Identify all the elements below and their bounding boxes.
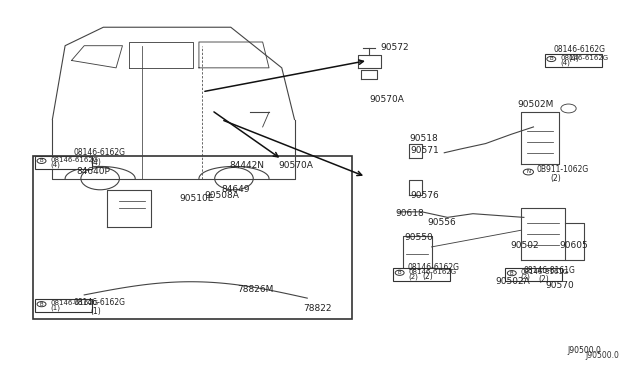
Text: 90570: 90570 — [545, 281, 573, 290]
Text: 90576: 90576 — [410, 191, 439, 200]
Text: 90618: 90618 — [395, 209, 424, 218]
Text: 90605: 90605 — [559, 241, 588, 250]
Text: B: B — [40, 158, 44, 163]
Text: (4): (4) — [51, 161, 60, 168]
Text: 84649: 84649 — [221, 185, 250, 194]
Text: 84640P: 84640P — [77, 167, 111, 176]
Text: 90518: 90518 — [409, 134, 438, 142]
Text: 08146-6162G: 08146-6162G — [408, 263, 460, 272]
Text: 90570A: 90570A — [370, 95, 404, 104]
Text: 08146-8161G: 08146-8161G — [524, 266, 576, 275]
Text: 78826M: 78826M — [237, 285, 273, 294]
Text: 90556: 90556 — [427, 218, 456, 227]
Text: 08146-6162G: 08146-6162G — [408, 269, 457, 275]
Text: (2): (2) — [422, 272, 433, 281]
Text: 08146-6162G: 08146-6162G — [51, 300, 99, 306]
Text: B: B — [550, 57, 553, 61]
Text: B: B — [398, 270, 401, 275]
Text: 08146-6162G: 08146-6162G — [560, 55, 609, 61]
Text: 90572: 90572 — [381, 43, 409, 52]
Text: 08146-6162G: 08146-6162G — [74, 298, 125, 307]
Text: (2): (2) — [550, 174, 561, 183]
Text: 08146-6162G: 08146-6162G — [554, 45, 606, 54]
Text: N: N — [526, 170, 531, 174]
Text: 90570A: 90570A — [278, 161, 314, 170]
Text: 08146-6162G: 08146-6162G — [51, 157, 99, 163]
Text: 08146-8161G: 08146-8161G — [521, 269, 569, 275]
FancyBboxPatch shape — [33, 157, 352, 319]
Text: (4): (4) — [91, 157, 102, 167]
FancyBboxPatch shape — [394, 267, 450, 281]
Text: (4): (4) — [560, 60, 570, 66]
Text: B: B — [40, 302, 44, 307]
Text: 0B911-1062G: 0B911-1062G — [537, 165, 589, 174]
Text: 78822: 78822 — [303, 304, 332, 313]
Text: (1): (1) — [51, 305, 60, 311]
Text: J90500.0: J90500.0 — [567, 346, 601, 355]
Text: 08146-6162G: 08146-6162G — [74, 148, 125, 157]
Text: 90571: 90571 — [410, 147, 439, 155]
Text: J90500.0: J90500.0 — [586, 350, 620, 359]
Text: 84442N: 84442N — [230, 161, 264, 170]
Text: (2): (2) — [408, 273, 419, 280]
FancyBboxPatch shape — [545, 54, 602, 67]
Text: 90550: 90550 — [404, 233, 433, 242]
FancyBboxPatch shape — [35, 156, 92, 169]
Text: (2): (2) — [539, 275, 549, 283]
Text: 90502: 90502 — [510, 241, 538, 250]
Text: (1): (1) — [91, 307, 101, 316]
Text: (4): (4) — [568, 54, 579, 63]
Text: 90502M: 90502M — [518, 100, 554, 109]
Text: 90508A: 90508A — [204, 191, 239, 200]
Text: (2): (2) — [521, 273, 531, 280]
Text: 90510E: 90510E — [180, 195, 214, 203]
Text: B: B — [510, 271, 514, 276]
FancyBboxPatch shape — [35, 299, 92, 312]
Text: 90502A: 90502A — [495, 278, 530, 286]
FancyBboxPatch shape — [506, 268, 562, 281]
